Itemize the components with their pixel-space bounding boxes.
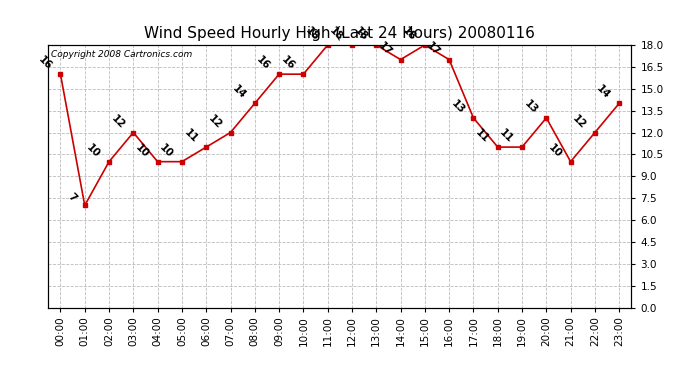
Text: 17: 17 bbox=[376, 40, 393, 57]
Text: 11: 11 bbox=[182, 128, 199, 145]
Text: 11: 11 bbox=[497, 128, 515, 145]
Text: 18: 18 bbox=[401, 26, 418, 43]
Text: 18: 18 bbox=[352, 26, 369, 43]
Text: 11: 11 bbox=[473, 128, 491, 145]
Text: 12: 12 bbox=[206, 113, 224, 130]
Text: 17: 17 bbox=[425, 40, 442, 57]
Text: 16: 16 bbox=[279, 55, 297, 72]
Text: 10: 10 bbox=[546, 142, 564, 159]
Text: 12: 12 bbox=[571, 113, 588, 130]
Text: 10: 10 bbox=[133, 142, 150, 159]
Text: 14: 14 bbox=[595, 84, 612, 101]
Title: Wind Speed Hourly High (Last 24 Hours) 20080116: Wind Speed Hourly High (Last 24 Hours) 2… bbox=[144, 26, 535, 41]
Text: Copyright 2008 Cartronics.com: Copyright 2008 Cartronics.com bbox=[51, 50, 193, 59]
Text: 7: 7 bbox=[66, 191, 78, 203]
Text: 13: 13 bbox=[449, 98, 466, 116]
Text: 12: 12 bbox=[109, 113, 126, 130]
Text: 14: 14 bbox=[230, 84, 248, 101]
Text: 18: 18 bbox=[328, 26, 345, 43]
Text: 10: 10 bbox=[85, 142, 102, 159]
Text: 18: 18 bbox=[304, 26, 321, 43]
Text: 10: 10 bbox=[157, 142, 175, 159]
Text: 16: 16 bbox=[36, 55, 54, 72]
Text: 13: 13 bbox=[522, 98, 540, 116]
Text: 16: 16 bbox=[255, 55, 272, 72]
